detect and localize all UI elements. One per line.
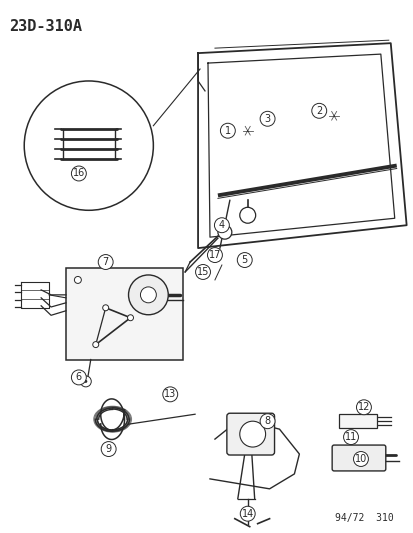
Circle shape: [220, 123, 235, 138]
Circle shape: [93, 342, 98, 348]
Circle shape: [239, 207, 255, 223]
Circle shape: [217, 225, 231, 239]
FancyBboxPatch shape: [226, 413, 274, 455]
Text: 9: 9: [105, 444, 112, 454]
Text: 17: 17: [208, 250, 221, 260]
Circle shape: [259, 111, 274, 126]
Text: 12: 12: [357, 402, 369, 412]
FancyBboxPatch shape: [338, 414, 376, 428]
Text: 15: 15: [196, 267, 209, 277]
Circle shape: [195, 264, 210, 279]
Circle shape: [127, 315, 133, 321]
Circle shape: [84, 380, 87, 383]
Circle shape: [140, 287, 156, 303]
Text: 4: 4: [218, 220, 224, 230]
Circle shape: [311, 103, 326, 118]
Text: 94/72  310: 94/72 310: [334, 513, 393, 523]
FancyBboxPatch shape: [66, 268, 183, 360]
Text: 2: 2: [316, 106, 322, 116]
Text: 13: 13: [164, 389, 176, 399]
Circle shape: [71, 166, 86, 181]
Circle shape: [259, 414, 274, 429]
Circle shape: [74, 277, 81, 284]
Text: 7: 7: [102, 257, 109, 267]
Circle shape: [102, 305, 108, 311]
Circle shape: [240, 506, 254, 521]
Circle shape: [98, 255, 113, 270]
Circle shape: [237, 253, 252, 268]
Circle shape: [101, 441, 116, 456]
Text: 16: 16: [73, 168, 85, 179]
Text: 11: 11: [344, 432, 356, 442]
Text: 10: 10: [354, 454, 366, 464]
Circle shape: [356, 400, 370, 415]
Circle shape: [24, 81, 153, 211]
Circle shape: [162, 387, 177, 402]
Text: 1: 1: [224, 126, 230, 136]
Text: 14: 14: [241, 508, 253, 519]
Circle shape: [207, 248, 222, 263]
Circle shape: [80, 376, 91, 387]
Text: 8: 8: [264, 416, 270, 426]
Text: 3: 3: [264, 114, 270, 124]
Circle shape: [71, 370, 86, 385]
FancyBboxPatch shape: [331, 445, 385, 471]
Circle shape: [214, 218, 229, 233]
Text: 5: 5: [241, 255, 247, 265]
Circle shape: [239, 421, 265, 447]
Circle shape: [343, 430, 358, 445]
Circle shape: [353, 451, 368, 466]
Text: 23D-310A: 23D-310A: [9, 19, 82, 34]
Text: 6: 6: [76, 373, 82, 382]
Circle shape: [128, 275, 168, 315]
